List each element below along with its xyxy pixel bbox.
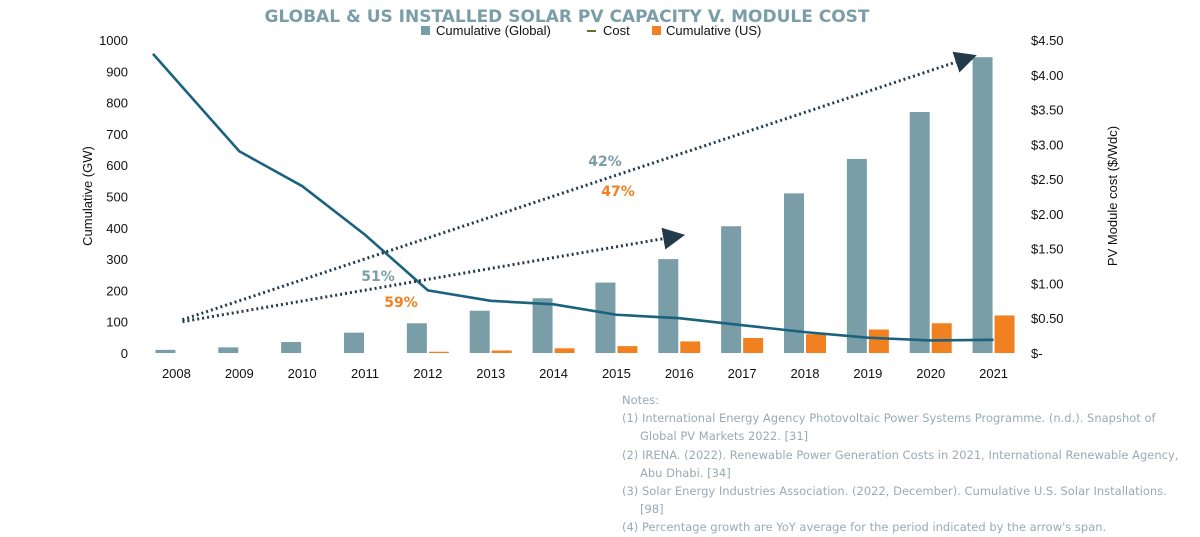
- bar-us: [868, 329, 889, 353]
- bar-us: [554, 348, 575, 353]
- bars: [155, 57, 1015, 354]
- notes: Notes: (1) International Energy Agency P…: [622, 391, 1182, 537]
- chart-title: GLOBAL & US INSTALLED SOLAR PV CAPACITY …: [264, 7, 869, 27]
- bar-us: [743, 337, 764, 353]
- bar-us: [931, 323, 952, 353]
- axes: 0 100 200 300 400 500 600 700 800 900 1000 $- $0.50 $…: [80, 33, 1120, 381]
- y-tick-label: 400: [106, 221, 128, 236]
- bar-global: [846, 158, 867, 353]
- legend-label-global: Cumulative (Global): [436, 23, 551, 38]
- bar-global: [155, 349, 176, 353]
- bar-us: [428, 351, 449, 353]
- growth-arrow-short-period: [182, 227, 686, 324]
- bar-us: [617, 346, 638, 353]
- y-tick-label: 700: [106, 127, 128, 142]
- x-tick-label: 2008: [162, 366, 191, 381]
- y-tick-label: 600: [106, 158, 128, 173]
- bar-global: [218, 347, 239, 353]
- notes-heading: Notes:: [622, 393, 660, 407]
- bar-global: [469, 310, 490, 353]
- y2-tick-label: $2.00: [1031, 207, 1064, 222]
- bar-global: [406, 323, 427, 353]
- bar-global: [972, 57, 993, 354]
- x-tick-label: 2020: [916, 366, 945, 381]
- y-tick-label: 300: [106, 252, 128, 267]
- legend-label-us: Cumulative (US): [666, 23, 761, 38]
- y2-tick-label: $-: [1031, 346, 1043, 361]
- bar-global: [721, 226, 742, 353]
- y2-tick-label: $1.50: [1031, 242, 1064, 257]
- growth-label-global-42: 42%: [588, 154, 622, 170]
- y-axis-label: Cumulative (GW): [80, 146, 95, 246]
- y2-tick-label: $4.50: [1031, 33, 1064, 48]
- legend-swatch-global: [421, 26, 430, 35]
- bar-us: [806, 334, 826, 353]
- x-tick-label: 2012: [413, 366, 442, 381]
- y-tick-label: 500: [106, 190, 128, 205]
- growth-label-global-51: 51%: [361, 269, 395, 285]
- y-tick-label: 900: [106, 64, 128, 79]
- y2-tick-label: $3.50: [1031, 103, 1064, 118]
- y2-axis-label: PV Module cost ($/Wdc): [1105, 126, 1120, 266]
- x-tick-label: 2016: [665, 366, 694, 381]
- legend: Cumulative (Global) Cost Cumulative (US): [421, 23, 761, 38]
- x-tick-label: 2013: [476, 366, 505, 381]
- note-3: (3) Solar Energy Industries Association.…: [622, 484, 1167, 517]
- growth-arrow-global-period: [181, 51, 977, 322]
- y2-tick-label: $1.00: [1031, 276, 1064, 291]
- y-tick-label: 200: [106, 283, 128, 298]
- y-tick-label: 800: [106, 96, 128, 111]
- x-tick-label: 2014: [539, 366, 568, 381]
- y2-tick-label: $4.00: [1031, 68, 1064, 83]
- growth-label-us-47: 47%: [601, 184, 635, 200]
- x-tick-label: 2021: [979, 366, 1008, 381]
- note-2: (2) IRENA. (2022). Renewable Power Gener…: [622, 447, 1179, 480]
- note-4: (4) Percentage growth are YoY average fo…: [622, 520, 1107, 535]
- x-tick-label: 2010: [288, 366, 317, 381]
- growth-label-us-59: 59%: [384, 295, 418, 311]
- bar-us: [491, 350, 512, 353]
- bar-global: [281, 342, 302, 353]
- y2-tick-label: $2.50: [1031, 172, 1064, 187]
- y-tick-label: 100: [106, 315, 128, 330]
- x-tick-label: 2011: [351, 366, 379, 381]
- cost-line: [152, 53, 994, 342]
- bar-us: [680, 341, 701, 353]
- bar-global: [909, 111, 930, 354]
- y2-tick-label: $0.50: [1031, 311, 1064, 326]
- bar-global: [784, 193, 804, 353]
- cost-line-group: [152, 53, 994, 342]
- x-tick-label: 2015: [602, 366, 631, 381]
- bar-global: [658, 259, 679, 353]
- y2-tick-label: $3.00: [1031, 137, 1064, 152]
- bar-global: [532, 298, 553, 353]
- x-tick-label: 2009: [225, 366, 254, 381]
- bar-us: [994, 315, 1015, 353]
- y-tick-label: 1000: [99, 33, 128, 48]
- note-1: (1) International Energy Agency Photovol…: [622, 411, 1156, 444]
- x-tick-label: 2017: [728, 366, 757, 381]
- legend-label-cost: Cost: [603, 23, 630, 38]
- legend-swatch-us: [652, 26, 661, 35]
- x-tick-label: 2019: [853, 366, 882, 381]
- bar-global: [344, 332, 364, 353]
- bar-global: [595, 282, 616, 353]
- y-tick-label: 0: [121, 346, 128, 361]
- x-tick-label: 2018: [791, 366, 820, 381]
- annotations: 42% 47% 51% 59%: [181, 51, 977, 324]
